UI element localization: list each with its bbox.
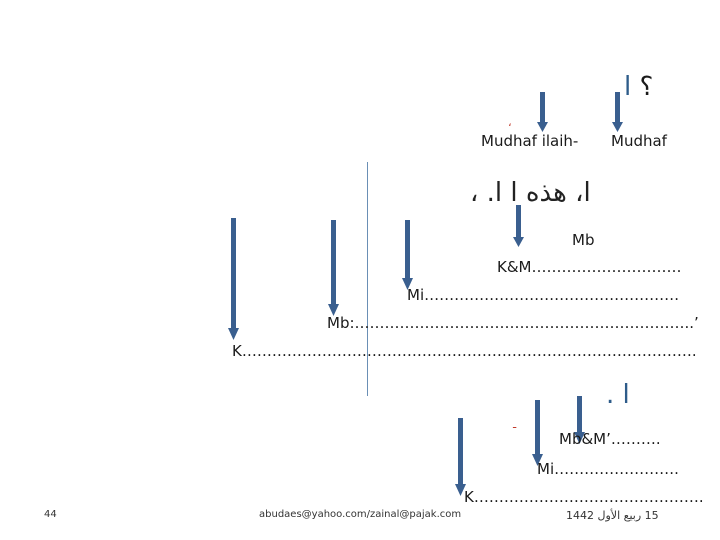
arabic-sentence: ا، هذه ا ا. ، [470,178,591,208]
k-line-2: K………………………………………. [464,488,704,506]
footer-email: abudaes@yahoo.com/zainal@pajak.com [259,509,462,520]
mi-line-2: Mi……………………. [537,460,679,478]
km-line: K&M………………………… [497,258,682,276]
red-diacritic-2: ـ [513,418,517,431]
footer-date: 15 ربيع الأول 1442 [566,509,659,522]
k-line: K………………………………………………………………………………. [232,342,697,360]
down-arrow-mi [402,220,413,290]
down-arrow-mudhaf-ilaih [537,92,548,132]
down-arrow-k-2 [455,418,466,496]
down-arrow-mb [513,205,524,247]
arabic-second: ا . [606,380,630,410]
mb-label: Mb [572,231,595,249]
mb-line: Mb:…………………………………………………………..’ [327,314,699,332]
down-arrow-mbm [574,396,585,444]
arabic-alif: ا [624,72,632,102]
red-diacritic-1: ، [508,116,512,129]
mudhaf-label: Mudhaf [611,132,667,150]
down-arrow-k [228,218,239,340]
down-arrow-mb-long [328,220,339,316]
page-number: 44 [44,509,57,520]
mbm-line: Mb&M’………. [559,430,661,448]
down-arrow-mudhaf [612,92,623,132]
mudhaf-ilaih-label: Mudhaf ilaih- [481,132,579,150]
mi-line: Mi…………………………………………… [407,286,680,304]
down-arrow-mi-2 [532,400,543,466]
arabic-question-mark: ؟ [639,72,654,102]
vertical-divider-line [367,162,368,396]
top-arabic-text: ؟ ا [600,72,653,102]
